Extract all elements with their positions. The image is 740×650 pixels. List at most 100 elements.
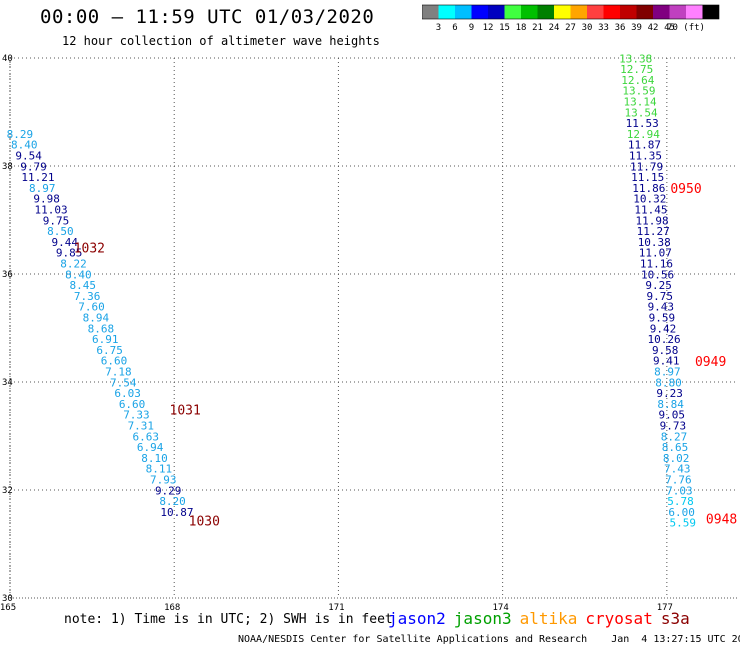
pass-time-label: 1031 xyxy=(170,403,201,418)
wave-height-value: 9.79 xyxy=(20,160,47,173)
wave-height-value: 9.25 xyxy=(645,279,672,292)
wave-height-value: 6.60 xyxy=(101,355,128,368)
color-swatch xyxy=(620,5,637,19)
wave-height-value: 11.45 xyxy=(634,204,667,217)
wave-height-value: 6.94 xyxy=(137,441,164,454)
wave-height-value: 10.32 xyxy=(633,193,666,206)
color-swatch xyxy=(455,5,472,19)
pass-time-label: 0949 xyxy=(695,355,726,370)
wave-height-value: 9.59 xyxy=(649,312,676,325)
color-bar-label: 36 xyxy=(615,23,626,33)
color-bar-label: 15 xyxy=(499,23,510,33)
wave-height-value: 9.58 xyxy=(652,344,679,357)
credit-line: NOAA/NESDIS Center for Satellite Applica… xyxy=(238,634,740,645)
y-tick-label: 32 xyxy=(2,486,13,496)
color-swatch xyxy=(702,5,719,19)
wave-height-value: 11.27 xyxy=(637,225,670,238)
color-bar-label: 45 xyxy=(664,23,675,33)
wave-height-value: 6.91 xyxy=(92,333,119,346)
wave-height-value: 8.22 xyxy=(60,258,87,271)
wave-height-value: 9.44 xyxy=(51,236,78,249)
wave-height-value: 10.38 xyxy=(638,236,671,249)
wave-height-value: 9.29 xyxy=(155,484,182,497)
x-tick-label: 165 xyxy=(0,603,16,613)
legend-entry-jason3: jason3 xyxy=(453,609,512,628)
wave-height-value: 7.76 xyxy=(665,474,692,487)
wave-height-value: 9.98 xyxy=(33,193,60,206)
color-bar-label: 42 xyxy=(648,23,659,33)
wave-height-value: 12.94 xyxy=(627,128,660,141)
wave-height-value: 6.03 xyxy=(114,387,141,400)
wave-height-value: 6.63 xyxy=(132,430,159,443)
color-bar-label: 39 xyxy=(631,23,642,33)
wave-height-value: 8.40 xyxy=(65,268,92,281)
wave-height-value: 6.00 xyxy=(668,506,695,519)
color-swatch xyxy=(488,5,505,19)
color-swatch xyxy=(636,5,653,19)
wave-height-value: 9.23 xyxy=(656,387,683,400)
wave-height-value: 9.41 xyxy=(653,355,680,368)
wave-height-value: 8.02 xyxy=(663,452,690,465)
wave-height-value: 7.18 xyxy=(105,366,132,379)
wave-height-value: 8.97 xyxy=(29,182,56,195)
wave-height-value: 8.11 xyxy=(146,463,173,476)
wave-height-value: 11.79 xyxy=(630,160,663,173)
wave-height-value: 13.14 xyxy=(623,96,656,109)
wave-height-value: 8.84 xyxy=(657,398,684,411)
wave-height-value: 9.73 xyxy=(660,420,687,433)
color-swatch xyxy=(669,5,686,19)
wave-height-value: 9.42 xyxy=(650,322,677,335)
wave-height-value: 9.05 xyxy=(659,409,686,422)
color-swatch xyxy=(471,5,488,19)
color-bar-label: 9 xyxy=(469,23,474,33)
wave-height-value: 11.86 xyxy=(632,182,665,195)
wave-height-value: 6.60 xyxy=(119,398,146,411)
chart-subtitle: 12 hour collection of altimeter wave hei… xyxy=(62,34,380,48)
wave-height-value: 9.75 xyxy=(43,214,70,227)
pass-time-label: 1030 xyxy=(189,515,220,530)
wave-height-value: 7.54 xyxy=(110,376,137,389)
wave-height-value: 8.40 xyxy=(11,139,38,152)
wave-height-value: 8.45 xyxy=(70,279,97,292)
wave-height-value: 8.29 xyxy=(7,128,34,141)
wave-height-value: 9.43 xyxy=(648,301,675,314)
color-swatch xyxy=(603,5,620,19)
wave-height-value: 6.75 xyxy=(96,344,123,357)
wave-height-value: 7.60 xyxy=(78,301,105,314)
wave-height-value: 7.36 xyxy=(74,290,101,303)
color-bar-label: 18 xyxy=(516,23,527,33)
wave-height-value: 11.53 xyxy=(626,117,659,130)
wave-height-value: 7.31 xyxy=(128,420,155,433)
y-tick-label: 30 xyxy=(2,594,13,604)
color-swatch xyxy=(422,5,439,19)
wave-height-value: 11.15 xyxy=(631,171,664,184)
y-tick-label: 38 xyxy=(2,162,13,172)
color-bar-label: 33 xyxy=(598,23,609,33)
legend-entry-s3a: s3a xyxy=(660,609,690,628)
wave-height-value: 9.75 xyxy=(646,290,673,303)
wave-height-value: 13.38 xyxy=(619,52,652,65)
x-tick-label: 171 xyxy=(328,603,344,613)
legend-entry-jason2: jason2 xyxy=(388,609,446,628)
wave-height-value: 12.75 xyxy=(620,63,653,76)
color-bar-label: 3 xyxy=(436,23,441,33)
pass-time-label: 0950 xyxy=(670,182,701,197)
legend-entry-altika: altika xyxy=(519,609,578,628)
wave-height-value: 7.93 xyxy=(150,474,177,487)
wave-height-value: 8.27 xyxy=(661,430,688,443)
color-swatch xyxy=(686,5,703,19)
wave-height-value: 8.68 xyxy=(88,322,115,335)
y-tick-label: 40 xyxy=(2,54,13,64)
wave-height-value: 8.80 xyxy=(655,376,682,389)
wave-height-value: 9.54 xyxy=(15,150,42,163)
wave-height-value: 7.43 xyxy=(664,463,691,476)
wave-height-value: 5.59 xyxy=(669,517,696,530)
wave-height-value: 11.07 xyxy=(639,247,672,260)
color-bar-frame xyxy=(422,4,720,20)
wave-height-value: 13.54 xyxy=(625,106,658,119)
color-bar-label: 27 xyxy=(565,23,576,33)
wave-height-value: 10.87 xyxy=(160,506,193,519)
wave-height-value: 11.35 xyxy=(629,150,662,163)
color-swatch xyxy=(587,5,604,19)
credit-text: NOAA/NESDIS Center for Satellite Applica… xyxy=(238,634,588,645)
